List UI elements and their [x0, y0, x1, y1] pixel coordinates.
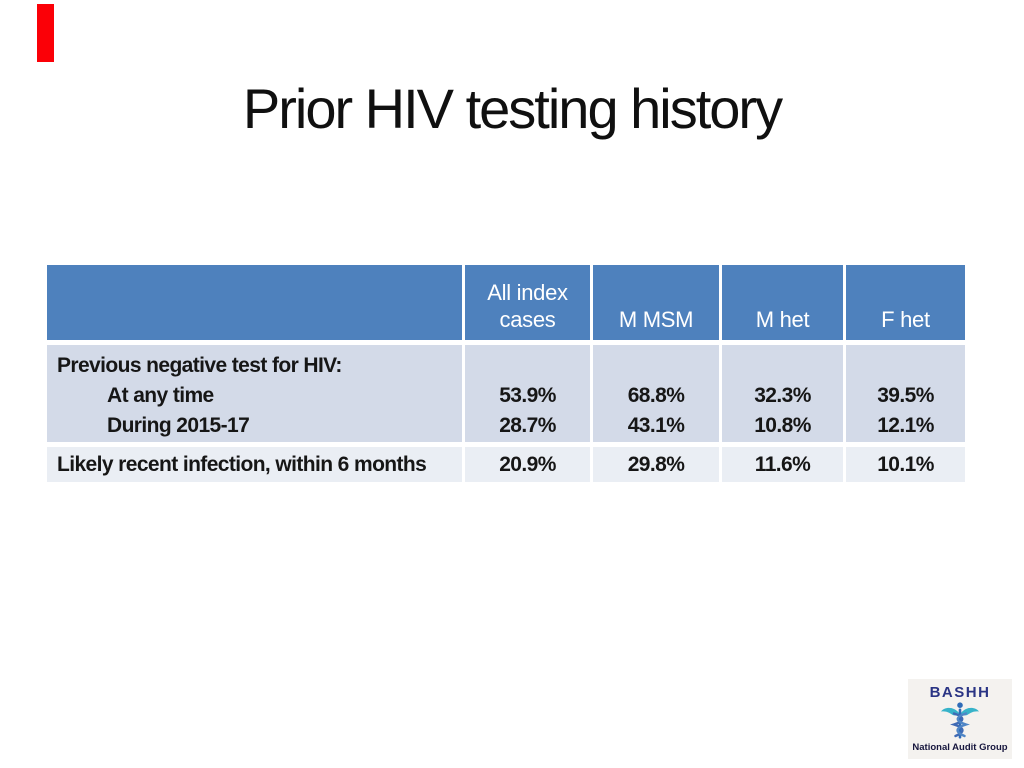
value-cell: 11.6%	[719, 443, 846, 486]
value: 10.8%	[754, 414, 811, 437]
value-cell: 68.8% 43.1%	[590, 340, 722, 447]
value: 39.5%	[877, 384, 934, 407]
value: 32.3%	[754, 384, 811, 407]
value: 53.9%	[499, 384, 556, 407]
row-label-line: At any time	[107, 384, 214, 407]
header-cell-m-msm: M MSM	[590, 262, 722, 344]
header-cell-all-index-cases: All index cases	[462, 262, 593, 344]
bashh-logo-text: BASHH	[929, 684, 991, 701]
slide-title: Prior HIV testing history	[242, 77, 783, 140]
value: 12.1%	[877, 414, 934, 437]
value-cell: 32.3% 10.8%	[719, 340, 846, 447]
header-cell-empty	[44, 262, 465, 344]
value-spacer	[724, 351, 842, 381]
row-label-cell: Previous negative test for HIV: At any t…	[44, 340, 465, 447]
value: 68.8%	[627, 384, 685, 407]
value-cell: 53.9% 28.7%	[462, 340, 593, 447]
value-cell: 29.8%	[590, 443, 722, 486]
header-cell-f-het: F het	[843, 262, 968, 344]
logo-caption: National Audit Group	[912, 742, 1008, 753]
value: 28.7%	[499, 414, 556, 437]
value-cell: 10.1%	[843, 443, 968, 486]
value-spacer	[848, 351, 964, 381]
value-cell: 20.9%	[462, 443, 593, 486]
red-marker	[37, 4, 54, 62]
value-cell: 39.5% 12.1%	[843, 340, 968, 447]
value-spacer	[595, 351, 718, 381]
caduceus-icon	[941, 702, 979, 739]
table-header-row: All index cases M MSM M het F het	[44, 262, 968, 344]
row-label-line: Previous negative test for HIV:	[57, 354, 342, 377]
table-row-likely-recent-infection: Likely recent infection, within 6 months…	[44, 443, 968, 486]
table-row-previous-negative-test: Previous negative test for HIV: At any t…	[44, 340, 968, 447]
value: 43.1%	[627, 414, 685, 437]
bashh-logo: BASHH National Audit Group	[908, 679, 1012, 759]
prior-hiv-testing-table: All index cases M MSM M het F het Previo…	[44, 262, 968, 486]
header-cell-m-het: M het	[719, 262, 846, 344]
row-label-cell: Likely recent infection, within 6 months	[44, 443, 465, 486]
value-spacer	[467, 351, 589, 381]
row-label-line: During 2015-17	[107, 414, 250, 437]
